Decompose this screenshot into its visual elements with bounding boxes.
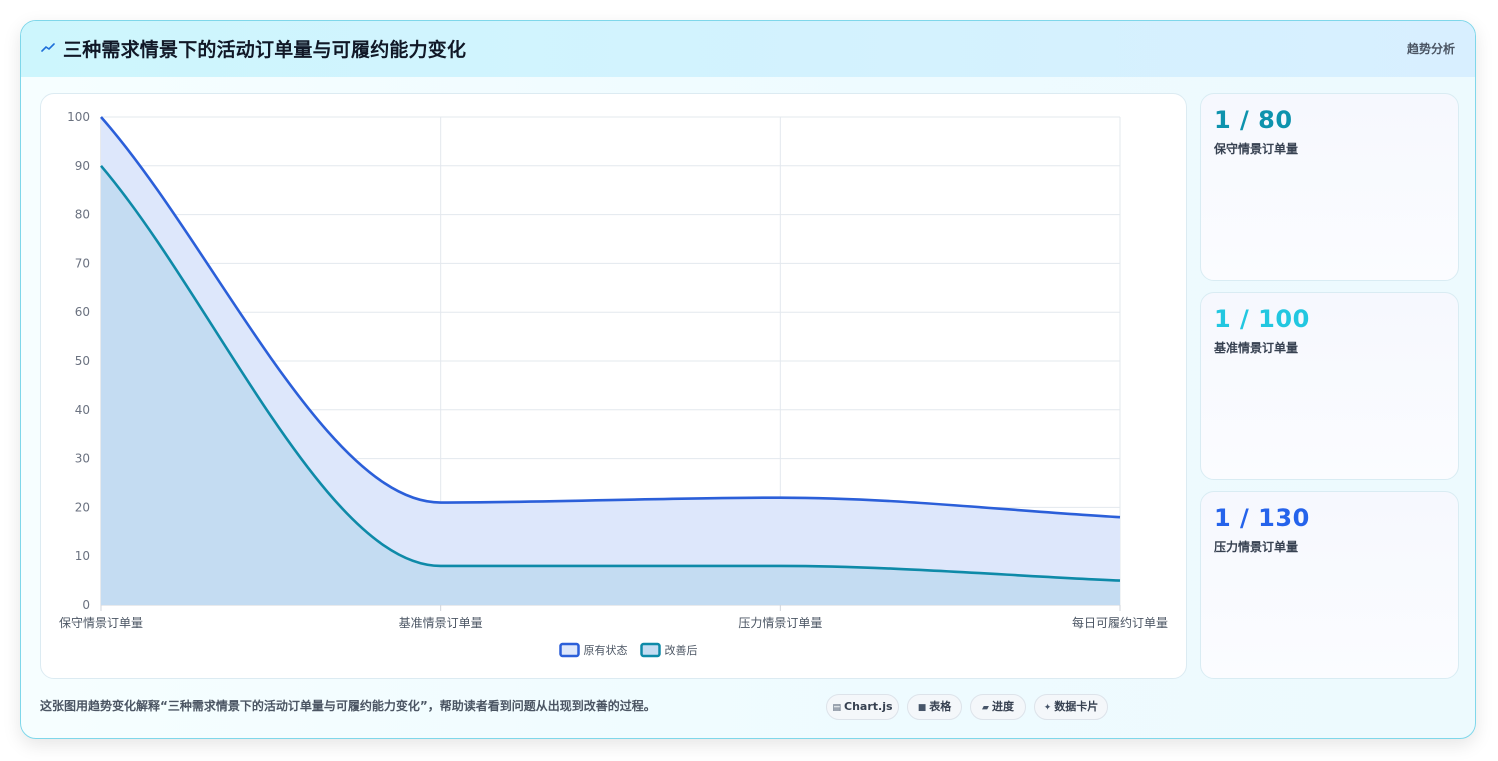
series-area-1 xyxy=(101,165,1120,606)
x-tick-label: 每日可履约订单量 xyxy=(1072,615,1168,630)
series-line-1 xyxy=(100,164,1121,582)
series-line-0 xyxy=(100,116,1121,519)
stat-value: 1 / 100 xyxy=(1214,305,1310,333)
y-tick-label: 80 xyxy=(75,208,90,222)
legend-label-0: 原有状态 xyxy=(584,643,628,657)
series-area-0 xyxy=(101,117,1120,605)
stat-label: 保守情景订单量 xyxy=(1214,142,1299,156)
pill-progress[interactable]: ▰ 进度 xyxy=(970,694,1026,720)
y-tick-label: 60 xyxy=(75,305,90,319)
area-chart: 0 10 20 30 40 50 60 70 80 90 100 保守情景订单量 基准情景订单量 压力情景… xyxy=(59,110,1168,658)
progress-icon: ▰ xyxy=(982,703,989,713)
stat-card-baseline: 1 / 100 基准情景订单量 xyxy=(1200,292,1459,480)
pill-data-card[interactable]: ✦ 数据卡片 xyxy=(1034,694,1108,720)
legend-label-1: 改善后 xyxy=(665,643,698,657)
stat-card-stress: 1 / 130 压力情景订单量 xyxy=(1200,491,1459,679)
y-tick-label: 0 xyxy=(82,598,90,612)
y-tick-label: 30 xyxy=(75,452,90,466)
stat-card-conservative: 1 / 80 保守情景订单量 xyxy=(1200,93,1459,281)
x-tick-label: 压力情景订单量 xyxy=(738,616,822,630)
trend-icon xyxy=(41,43,55,52)
chart-card: 三种需求情景下的活动订单量与可履约能力变化 趋势分析 0 10 20 30 40 50 60… xyxy=(20,20,1476,739)
x-tick-label: 基准情景订单量 xyxy=(399,616,483,630)
y-tick-label: 100 xyxy=(67,110,90,124)
y-tick-label: 20 xyxy=(75,500,90,514)
y-tick-label: 50 xyxy=(75,354,90,368)
stat-label: 基准情景订单量 xyxy=(1214,341,1299,355)
trend-analysis-tag: 趋势分析 xyxy=(1406,42,1455,56)
legend-swatch-0 xyxy=(559,642,580,658)
stat-value: 1 / 80 xyxy=(1214,106,1293,134)
stat-value: 1 / 130 xyxy=(1214,504,1310,532)
y-tick-label: 10 xyxy=(75,549,90,563)
pill-table[interactable]: ■ 表格 xyxy=(907,694,962,720)
y-tick-label: 40 xyxy=(75,403,90,417)
sparkle-icon: ✦ xyxy=(1043,703,1052,713)
page-title: 三种需求情景下的活动订单量与可履约能力变化 xyxy=(63,39,467,61)
y-tick-label: 90 xyxy=(75,159,90,173)
chart-icon: ▤ xyxy=(832,703,841,713)
stat-label: 压力情景订单量 xyxy=(1214,540,1299,554)
table-icon: ■ xyxy=(917,703,927,713)
chart-caption: 这张图用趋势变化解释“三种需求情景下的活动订单量与可履约能力变化”，帮助读者看到… xyxy=(40,699,656,713)
y-tick-label: 70 xyxy=(75,256,90,270)
legend-swatch-1 xyxy=(640,642,661,658)
pill-chartjs[interactable]: ▤ Chart.js xyxy=(826,694,899,720)
x-tick-label: 保守情景订单量 xyxy=(59,616,143,630)
card-header: 三种需求情景下的活动订单量与可履约能力变化 趋势分析 xyxy=(21,21,1475,77)
chart-panel: 0 10 20 30 40 50 60 70 80 90 100 保守情景订单量 基准情景订单量 压力情景… xyxy=(40,93,1187,679)
